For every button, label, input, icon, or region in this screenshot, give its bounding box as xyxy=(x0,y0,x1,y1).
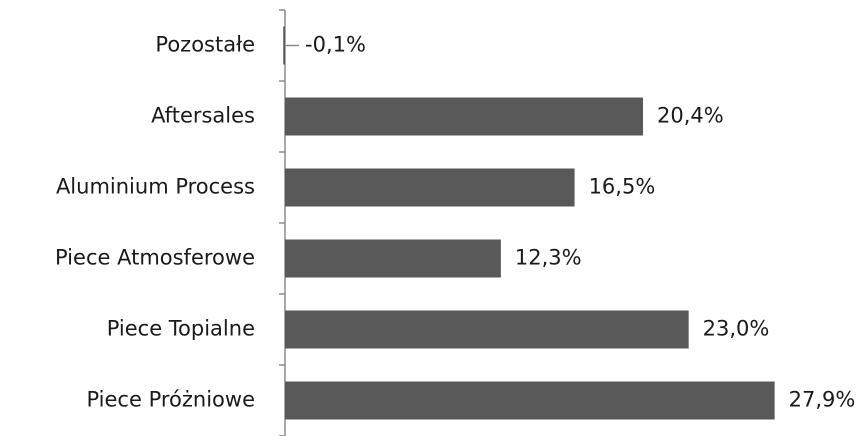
value-label: 20,4% xyxy=(657,104,724,128)
value-label: 16,5% xyxy=(589,175,656,199)
category-labels: Pozostałe Aftersales Aluminium Process Piec… xyxy=(55,33,255,412)
value-label: 12,3% xyxy=(515,246,582,270)
value-labels: -0,1% 20,4% 16,5% 12,3% 23,0% 27,9% xyxy=(305,33,855,412)
bar-1 xyxy=(285,97,644,136)
bar-4 xyxy=(285,310,689,349)
category-label: Aftersales xyxy=(151,104,255,128)
category-label: Piece Atmosferowe xyxy=(55,246,255,270)
value-label: -0,1% xyxy=(305,33,366,57)
bar-5 xyxy=(285,381,775,420)
bar-0 xyxy=(283,26,285,65)
category-label: Aluminium Process xyxy=(56,175,255,199)
value-label: 23,0% xyxy=(703,317,770,341)
y-axis xyxy=(279,9,286,436)
value-label: 27,9% xyxy=(789,388,856,412)
category-label: Pozostałe xyxy=(155,33,255,57)
category-label: Piece Próżniowe xyxy=(86,388,255,412)
bar-2 xyxy=(285,168,575,207)
bar-3 xyxy=(285,239,501,278)
category-label: Piece Topialne xyxy=(107,317,255,341)
bars xyxy=(283,26,775,420)
